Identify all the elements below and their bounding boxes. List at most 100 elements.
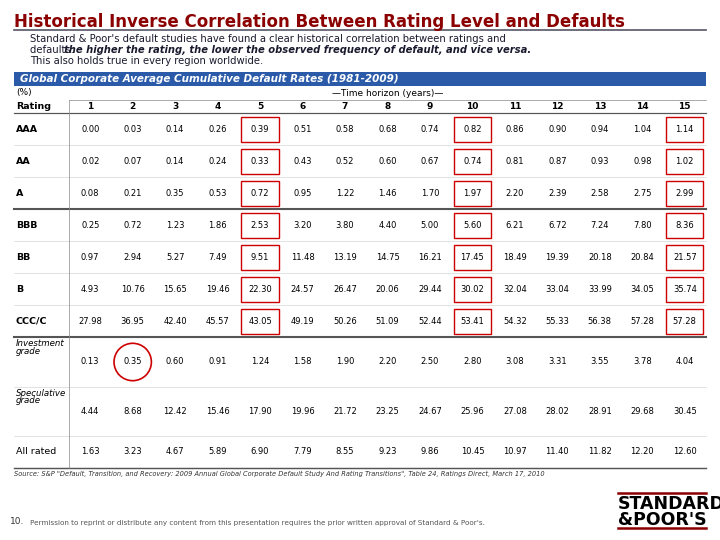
FancyBboxPatch shape bbox=[14, 338, 706, 387]
Text: 1.24: 1.24 bbox=[251, 357, 269, 367]
Text: 1.86: 1.86 bbox=[208, 221, 227, 230]
Text: the higher the rating, the lower the observed frequency of default, and vice ver: the higher the rating, the lower the obs… bbox=[64, 45, 531, 55]
Text: 0.25: 0.25 bbox=[81, 221, 99, 230]
Text: 0.74: 0.74 bbox=[463, 157, 482, 166]
Text: AAA: AAA bbox=[16, 125, 38, 133]
Text: Historical Inverse Correlation Between Rating Level and Defaults: Historical Inverse Correlation Between R… bbox=[14, 13, 625, 31]
Text: 8.68: 8.68 bbox=[123, 407, 142, 416]
Text: Rating: Rating bbox=[16, 102, 51, 111]
Text: BBB: BBB bbox=[16, 221, 37, 230]
Text: AA: AA bbox=[16, 157, 31, 166]
Text: 4.67: 4.67 bbox=[166, 448, 184, 456]
Text: 24.67: 24.67 bbox=[418, 407, 442, 416]
Text: 2.94: 2.94 bbox=[124, 253, 142, 262]
Text: 0.60: 0.60 bbox=[166, 357, 184, 367]
Text: 1.22: 1.22 bbox=[336, 188, 354, 198]
Text: &POOR'S: &POOR'S bbox=[618, 511, 706, 529]
Text: 0.08: 0.08 bbox=[81, 188, 99, 198]
Text: 7.79: 7.79 bbox=[293, 448, 312, 456]
Text: CCC/C: CCC/C bbox=[16, 317, 48, 326]
Text: 14: 14 bbox=[636, 102, 649, 111]
Text: 26.47: 26.47 bbox=[333, 285, 357, 294]
Text: 11.82: 11.82 bbox=[588, 448, 612, 456]
Text: 6.72: 6.72 bbox=[548, 221, 567, 230]
Text: 42.40: 42.40 bbox=[163, 317, 187, 326]
FancyBboxPatch shape bbox=[14, 241, 706, 273]
Text: 9.86: 9.86 bbox=[420, 448, 439, 456]
Text: 0.13: 0.13 bbox=[81, 357, 99, 367]
Text: 7: 7 bbox=[342, 102, 348, 111]
Text: 0.33: 0.33 bbox=[251, 157, 269, 166]
Text: 2.99: 2.99 bbox=[675, 188, 694, 198]
Text: Standard & Poor's default studies have found a clear historical correlation betw: Standard & Poor's default studies have f… bbox=[30, 34, 506, 44]
Text: 2.80: 2.80 bbox=[463, 357, 482, 367]
Text: 2.75: 2.75 bbox=[633, 188, 652, 198]
Text: 0.14: 0.14 bbox=[166, 125, 184, 133]
Text: 5: 5 bbox=[257, 102, 264, 111]
Text: 0.07: 0.07 bbox=[123, 157, 142, 166]
FancyBboxPatch shape bbox=[14, 209, 706, 241]
Text: 12: 12 bbox=[551, 102, 564, 111]
Text: 1.46: 1.46 bbox=[378, 188, 397, 198]
Text: 9: 9 bbox=[427, 102, 433, 111]
Text: 52.44: 52.44 bbox=[418, 317, 442, 326]
Text: 7.49: 7.49 bbox=[208, 253, 227, 262]
Text: grade: grade bbox=[16, 396, 41, 405]
Text: 55.33: 55.33 bbox=[546, 317, 570, 326]
Text: 20.06: 20.06 bbox=[376, 285, 400, 294]
Text: 12.20: 12.20 bbox=[631, 448, 654, 456]
Text: —Time horizon (years)—: —Time horizon (years)— bbox=[332, 89, 444, 98]
Text: 30.45: 30.45 bbox=[673, 407, 697, 416]
Text: 1.63: 1.63 bbox=[81, 448, 99, 456]
Text: 53.41: 53.41 bbox=[461, 317, 485, 326]
Text: 30.02: 30.02 bbox=[461, 285, 485, 294]
Text: 4.44: 4.44 bbox=[81, 407, 99, 416]
Text: 10.: 10. bbox=[10, 517, 24, 526]
Text: 11: 11 bbox=[508, 102, 521, 111]
Text: 28.02: 28.02 bbox=[546, 407, 570, 416]
Text: 1: 1 bbox=[87, 102, 94, 111]
Text: 3.55: 3.55 bbox=[590, 357, 609, 367]
Text: 19.96: 19.96 bbox=[291, 407, 315, 416]
Text: 21.57: 21.57 bbox=[673, 253, 697, 262]
Text: 11.40: 11.40 bbox=[546, 448, 570, 456]
Text: 0.72: 0.72 bbox=[123, 221, 142, 230]
Text: 10.45: 10.45 bbox=[461, 448, 485, 456]
Text: Investment: Investment bbox=[16, 339, 65, 348]
Text: 5.27: 5.27 bbox=[166, 253, 184, 262]
Text: B: B bbox=[16, 285, 23, 294]
Text: 32.04: 32.04 bbox=[503, 285, 527, 294]
Text: 7.24: 7.24 bbox=[590, 221, 609, 230]
Text: 0.81: 0.81 bbox=[505, 157, 524, 166]
Text: 51.09: 51.09 bbox=[376, 317, 400, 326]
Text: 5.89: 5.89 bbox=[208, 448, 227, 456]
Text: 35.74: 35.74 bbox=[672, 285, 697, 294]
Text: 0.82: 0.82 bbox=[463, 125, 482, 133]
Text: 2.50: 2.50 bbox=[420, 357, 439, 367]
Text: Source: S&P "Default, Transition, and Recovery: 2009 Annual Global Corporate Def: Source: S&P "Default, Transition, and Re… bbox=[14, 471, 544, 477]
Text: 45.57: 45.57 bbox=[206, 317, 230, 326]
Text: 15: 15 bbox=[678, 102, 691, 111]
Text: 17.45: 17.45 bbox=[461, 253, 485, 262]
Text: 2.58: 2.58 bbox=[590, 188, 609, 198]
Text: 0.97: 0.97 bbox=[81, 253, 99, 262]
Text: 0.35: 0.35 bbox=[166, 188, 184, 198]
Text: 2.53: 2.53 bbox=[251, 221, 269, 230]
Text: A: A bbox=[16, 188, 23, 198]
Text: 0.21: 0.21 bbox=[124, 188, 142, 198]
Text: 0.14: 0.14 bbox=[166, 157, 184, 166]
Text: 3.20: 3.20 bbox=[293, 221, 312, 230]
Text: This also holds true in every region worldwide.: This also holds true in every region wor… bbox=[30, 56, 264, 66]
Text: 56.38: 56.38 bbox=[588, 317, 612, 326]
Text: 6.90: 6.90 bbox=[251, 448, 269, 456]
Text: 28.91: 28.91 bbox=[588, 407, 612, 416]
Text: 1.02: 1.02 bbox=[675, 157, 694, 166]
Text: 12.60: 12.60 bbox=[673, 448, 697, 456]
Text: 0.02: 0.02 bbox=[81, 157, 99, 166]
Text: 57.28: 57.28 bbox=[631, 317, 654, 326]
Text: 21.72: 21.72 bbox=[333, 407, 357, 416]
Text: 9.23: 9.23 bbox=[378, 448, 397, 456]
Text: 10: 10 bbox=[467, 102, 479, 111]
Text: 12.42: 12.42 bbox=[163, 407, 187, 416]
Text: 4.04: 4.04 bbox=[675, 357, 694, 367]
